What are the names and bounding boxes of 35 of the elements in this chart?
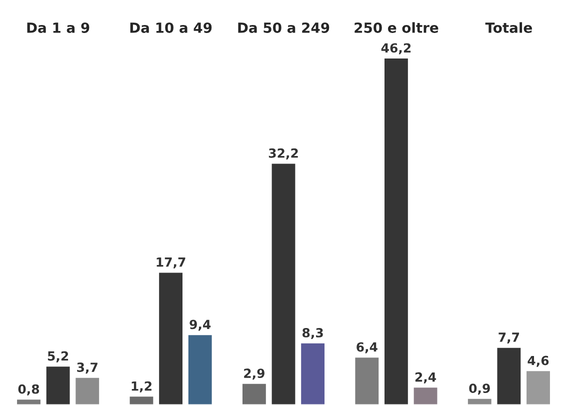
bar <box>74 376 100 405</box>
bar <box>525 370 552 405</box>
bar <box>128 395 155 405</box>
bar <box>44 365 72 405</box>
data-label: 0,9 <box>469 384 490 395</box>
x-tick-label: 250 e oltre <box>354 22 438 33</box>
data-label: 46,2 <box>381 43 411 54</box>
bar <box>300 342 326 405</box>
bar <box>412 386 439 405</box>
bar <box>16 398 42 405</box>
bar <box>383 57 410 405</box>
data-label: 6,4 <box>356 342 378 354</box>
bar <box>466 398 493 405</box>
bar <box>158 271 184 405</box>
data-label: 1,2 <box>132 381 152 392</box>
bar <box>241 382 268 405</box>
bar <box>186 334 214 405</box>
data-label: 7,7 <box>498 332 520 344</box>
data-label: 9,4 <box>190 320 211 331</box>
data-label: 3,7 <box>77 362 98 374</box>
data-label: 0,8 <box>18 384 40 396</box>
x-tick-label: Da 1 a 9 <box>27 22 90 33</box>
bar <box>496 346 522 405</box>
bar <box>270 162 297 405</box>
data-label: 17,7 <box>156 258 186 268</box>
bar <box>354 356 380 405</box>
data-label: 32,2 <box>268 148 298 160</box>
x-tick-label: Da 10 a 49 <box>130 22 212 33</box>
data-label: 2,9 <box>244 368 264 380</box>
x-tick-label: Totale <box>485 22 532 33</box>
data-label: 5,2 <box>48 351 68 362</box>
data-label: 4,6 <box>528 356 549 367</box>
x-tick-label: Da 50 a 249 <box>238 22 330 33</box>
data-label: 2,4 <box>415 372 436 384</box>
data-label: 8,3 <box>302 328 323 340</box>
